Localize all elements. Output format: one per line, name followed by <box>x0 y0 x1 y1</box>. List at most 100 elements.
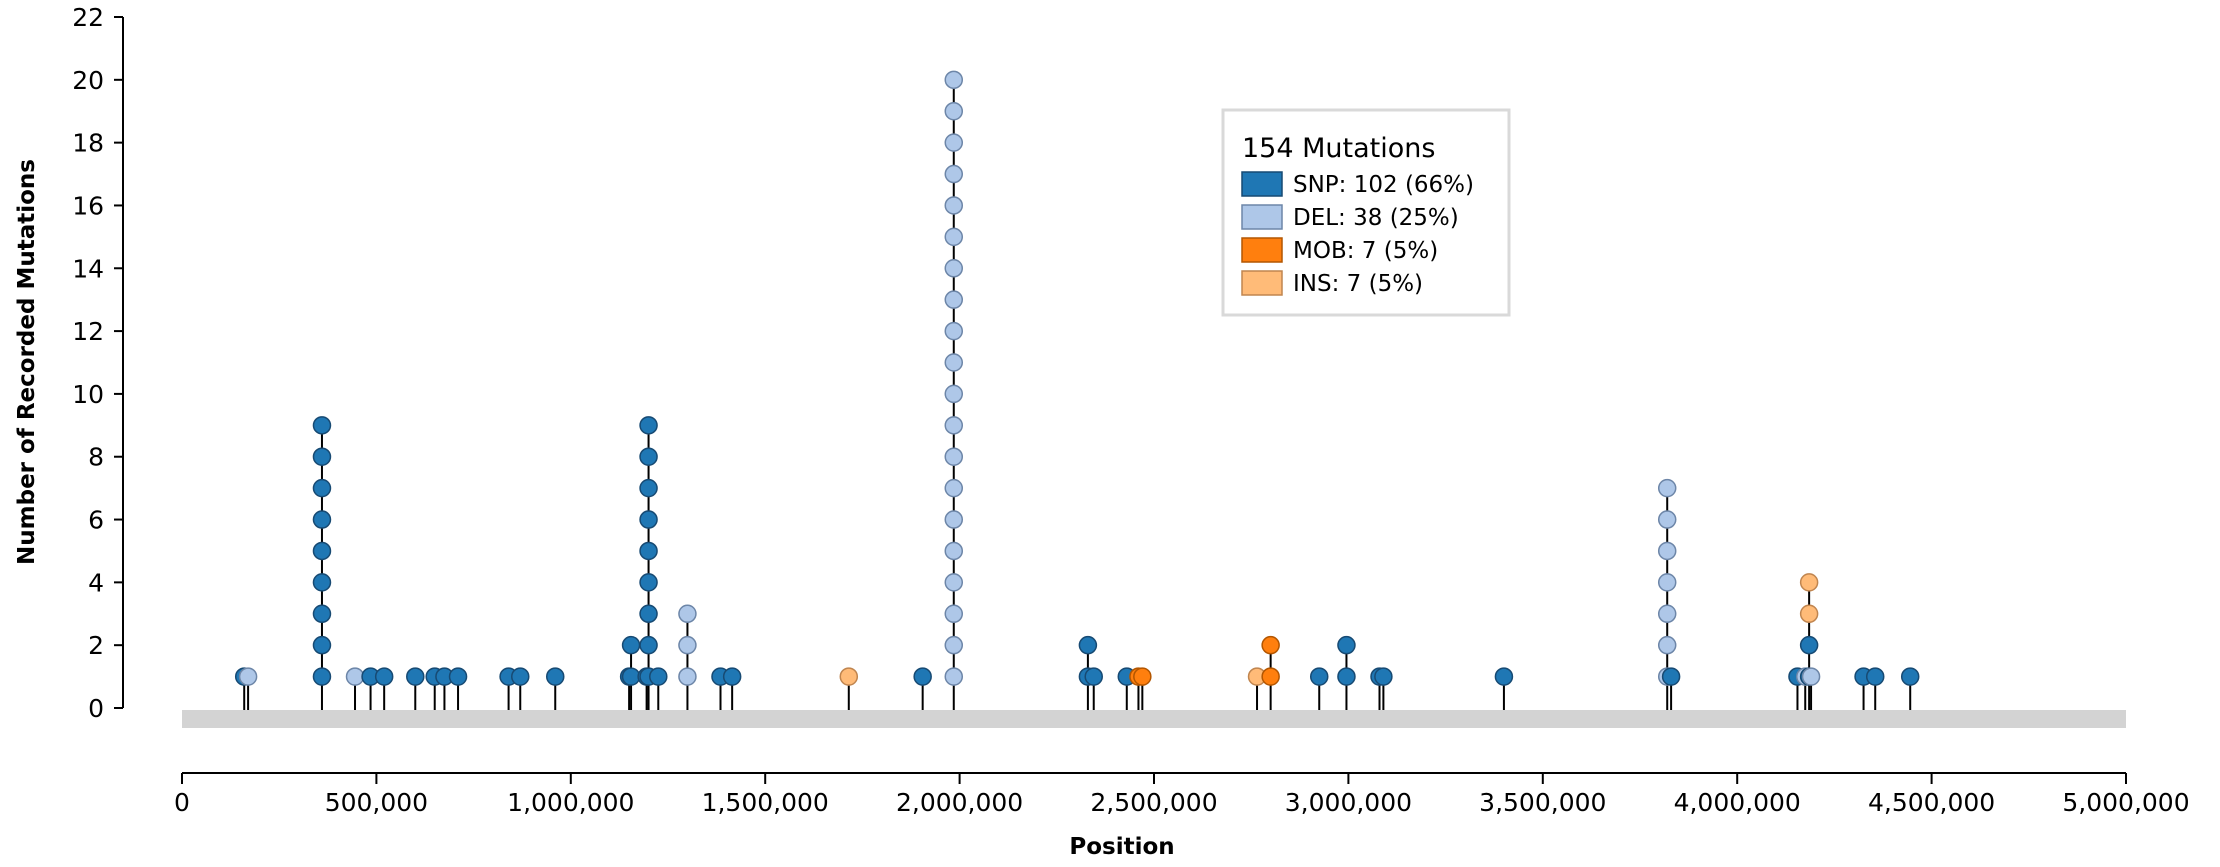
mutation-point-snp <box>1374 667 1393 686</box>
legend-swatch <box>1241 237 1283 263</box>
mutation-point-del <box>944 573 964 592</box>
lollipop <box>621 635 641 710</box>
y-axis: 0 2 4 6 8 10 12 14 16 18 20 22 <box>72 3 124 723</box>
mutation-point-snp <box>1084 667 1103 686</box>
mutation-point-snp <box>639 416 658 435</box>
lollipop <box>238 667 258 710</box>
mutation-point-snp <box>1309 667 1329 686</box>
x-tick-label: 2,500,000 <box>1090 788 1217 817</box>
legend-swatch <box>1241 270 1283 296</box>
mutation-point-snp <box>649 667 668 686</box>
mutation-point-del <box>944 416 964 435</box>
genome-track <box>182 710 2126 728</box>
mutation-point-mob <box>1261 635 1280 655</box>
legend-label: SNP: 102 (66%) <box>1293 172 1474 198</box>
y-tick-label: 20 <box>72 66 104 95</box>
lollipop <box>448 667 468 710</box>
y-axis-title: Number of Recorded Mutations <box>14 159 40 565</box>
legend-title: 154 Mutations <box>1242 133 1435 164</box>
mutation-point-snp <box>1865 667 1885 686</box>
mutation-point-del <box>944 604 964 624</box>
y-tick-label: 8 <box>88 443 104 472</box>
lollipop <box>406 667 425 710</box>
mutation-point-snp <box>312 447 332 466</box>
y-tick-label: 18 <box>72 129 104 158</box>
y-axis-ticks: 0 2 4 6 8 10 12 14 16 18 20 22 <box>72 3 123 723</box>
mutation-point-snp <box>621 635 641 655</box>
mutation-point-snp <box>639 573 658 592</box>
legend-entry-snp: SNP: 102 (66%) <box>1241 171 1474 198</box>
mutation-point-snp <box>511 667 530 686</box>
lollipop <box>1799 573 1819 710</box>
x-axis: 0 500,000 1,000,000 1,500,000 2,000,000 2,500… <box>174 772 2190 817</box>
mutation-point-del <box>944 635 964 655</box>
lollipop <box>649 667 668 710</box>
mutation-point-snp <box>1799 635 1819 655</box>
legend-entry-del: DEL: 38 (25%) <box>1241 204 1459 231</box>
x-tick-label: 500,000 <box>325 788 428 817</box>
lollipop <box>722 667 742 710</box>
legend-swatch <box>1241 171 1283 197</box>
x-tick-label: 1,000,000 <box>507 788 634 817</box>
mutation-point-del <box>944 667 964 686</box>
y-tick-label: 10 <box>72 380 104 409</box>
lollipop <box>913 667 932 710</box>
mutation-point-del <box>944 447 964 466</box>
mutation-point-mob <box>1133 667 1152 686</box>
mutation-point-snp <box>1078 635 1098 655</box>
mutation-point-del <box>678 635 697 655</box>
lollipop <box>1261 635 1280 710</box>
lollipop <box>1133 667 1152 710</box>
mutation-point-ins <box>839 667 859 686</box>
legend-label: DEL: 38 (25%) <box>1293 205 1459 231</box>
lollipop <box>345 667 365 710</box>
mutation-point-del <box>944 70 964 90</box>
legend-swatch <box>1241 204 1283 230</box>
mutation-point-snp <box>1337 635 1356 655</box>
mutation-point-snp <box>639 447 658 466</box>
mutation-point-del <box>1657 541 1677 561</box>
x-axis-title: Position <box>1069 834 1174 860</box>
mutation-point-snp <box>722 667 742 686</box>
lollipop <box>1337 635 1356 710</box>
y-tick-label: 14 <box>72 254 104 283</box>
x-tick-label: 2,000,000 <box>896 788 1023 817</box>
mutation-point-snp <box>621 667 641 686</box>
mutation-point-snp <box>312 635 332 655</box>
x-tick-label: 5,000,000 <box>2062 788 2189 817</box>
mutation-point-snp <box>639 635 658 655</box>
mutation-point-del <box>1657 510 1677 529</box>
mutation-point-del <box>1657 604 1677 624</box>
mutation-point-ins <box>1799 604 1819 624</box>
mutation-point-mob <box>1261 667 1280 686</box>
mutation-point-del <box>1657 478 1677 498</box>
lollipop <box>1084 667 1103 710</box>
lollipop <box>374 667 394 710</box>
x-tick-label: 1,500,000 <box>702 788 829 817</box>
mutation-point-snp <box>639 510 658 529</box>
legend-entry-mob: MOB: 7 (5%) <box>1241 237 1438 264</box>
mutation-point-del <box>944 353 964 372</box>
mutation-point-del <box>944 133 964 152</box>
x-axis-ticks: 0 500,000 1,000,000 1,500,000 2,000,000 2,500… <box>174 773 2190 817</box>
lollipop <box>639 416 658 710</box>
y-tick-label: 2 <box>88 631 104 660</box>
lollipop <box>1865 667 1885 710</box>
x-tick-label: 4,000,000 <box>1674 788 1801 817</box>
lollipop-markers <box>234 70 1920 710</box>
mutation-point-del <box>944 101 964 121</box>
lollipop <box>312 416 332 710</box>
mutation-point-snp <box>312 510 332 529</box>
lollipop <box>1247 667 1267 710</box>
y-tick-label: 12 <box>72 317 104 346</box>
lollipop <box>944 70 964 710</box>
mutation-point-ins <box>1799 573 1819 592</box>
mutation-point-snp <box>312 416 332 435</box>
legend-entries: SNP: 102 (66%) DEL: 38 (25%) MOB: 7 (5%) IN… <box>1241 171 1474 297</box>
mutation-point-snp <box>1337 667 1356 686</box>
lollipop <box>1374 667 1393 710</box>
mutation-point-snp <box>639 541 658 561</box>
lollipop <box>1309 667 1329 710</box>
x-tick-label: 3,000,000 <box>1285 788 1412 817</box>
mutation-point-del <box>944 384 964 404</box>
